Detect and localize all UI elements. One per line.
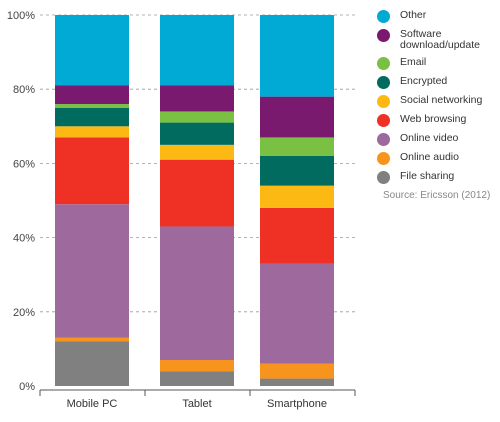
bars [55,15,334,386]
y-tick-label: 40% [13,233,35,245]
bar-segment [260,263,334,364]
y-tick-label: 80% [13,84,35,96]
y-tick-label: 0% [19,381,35,393]
legend-swatch [377,29,390,42]
legend-label: Other [400,9,427,21]
x-category-label: Mobile PC [67,398,118,410]
bar-segment [55,85,129,105]
bar-segment [55,337,129,342]
legend-label: Social networking [400,94,483,106]
bar-segment [160,122,234,145]
legend-item: File sharing [372,171,498,184]
bar-segment [55,204,129,338]
legend-swatch [377,95,390,108]
bar-segment [160,111,234,123]
y-tick-label: 60% [13,158,35,170]
legend-label: Encrypted [400,75,448,87]
bar-segment [260,185,334,208]
x-category-label: Tablet [182,398,211,410]
legend-label: File sharing [400,170,455,182]
legend-swatch [377,133,390,146]
bar-segment [55,104,129,108]
legend-item: Web browsing [372,114,498,127]
legend-swatch [377,152,390,165]
legend: Other Software download/update Email Encrypt… [372,10,498,190]
bar-segment [55,15,129,86]
bar-segment [160,85,234,112]
bar-segment [55,126,129,138]
y-tick-label: 20% [13,307,35,319]
bar-segment [260,378,334,386]
bar-segment [160,144,234,160]
legend-swatch [377,76,390,89]
legend-swatch [377,57,390,70]
bar-segment [260,363,334,379]
source-note: Source: Ericsson (2012) [383,190,491,201]
legend-label: Web browsing [400,113,467,125]
bar-segment [55,341,129,386]
stacked-bar-chart: 0% 20% 40% 60% 80% 100% Mobile PC Tablet Smartp… [7,10,356,410]
bar-segment [160,159,234,227]
legend-item: Online audio [372,152,498,165]
bar-segment [160,15,234,86]
legend-item: Social networking [372,95,498,108]
legend-label: Online audio [400,151,459,163]
bar-segment [55,137,129,205]
x-axis: Mobile PC Tablet Smartphone [39,389,356,410]
y-axis-ticks: 0% 20% 40% 60% 80% 100% [7,10,35,393]
legend-item: Software download/update [372,29,498,51]
legend-label: Online video [400,132,459,144]
bar-segment [260,96,334,138]
legend-item: Email [372,57,498,70]
legend-swatch [377,171,390,184]
legend-label: Email [400,56,427,68]
legend-item: Encrypted [372,76,498,89]
bar-segment [160,360,234,372]
x-category-label: Smartphone [267,398,327,410]
legend-item: Online video [372,133,498,146]
legend-item: Other [372,10,498,23]
bar-segment [260,15,334,97]
bar-segment [160,371,234,386]
bar-segment [160,226,234,361]
bar-segment [260,155,334,186]
bar-segment [260,137,334,156]
bar-segment [55,107,129,127]
y-tick-label: 100% [7,10,35,22]
legend-label: Software download/update [400,28,480,51]
legend-swatch [377,114,390,127]
bar-segment [260,207,334,264]
legend-swatch [377,10,390,23]
